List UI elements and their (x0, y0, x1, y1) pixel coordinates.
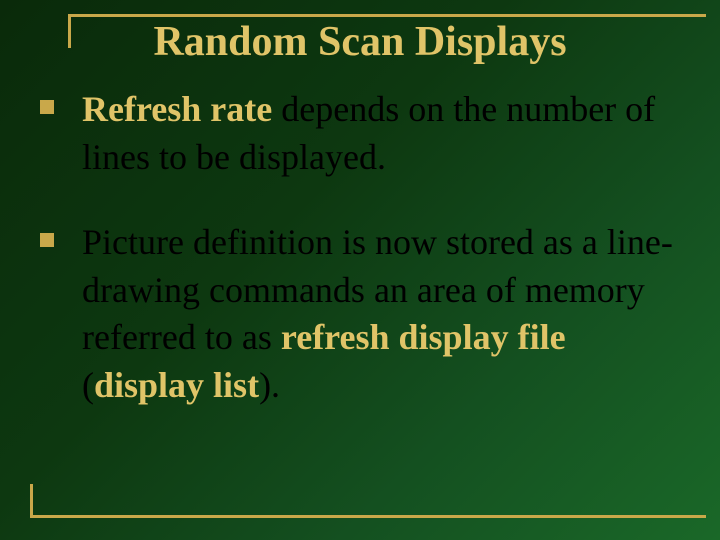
body-text: ). (259, 365, 280, 405)
highlight-text: display list (94, 365, 259, 405)
slide-body: Refresh rate depends on the number of li… (40, 86, 680, 447)
bullet-item: Picture definition is now stored as a li… (40, 219, 680, 409)
bullet-text: Refresh rate depends on the number of li… (82, 86, 680, 181)
slide: Random Scan Displays Refresh rate depend… (0, 0, 720, 540)
bullet-marker-icon (40, 100, 54, 114)
slide-title: Random Scan Displays (0, 18, 720, 66)
bullet-marker-icon (40, 233, 54, 247)
bullet-item: Refresh rate depends on the number of li… (40, 86, 680, 181)
frame-bottom-line (30, 515, 706, 518)
highlight-text: refresh display file (281, 317, 566, 357)
frame-bottom-left-notch (30, 484, 33, 518)
highlight-text: Refresh rate (82, 89, 272, 129)
body-text: ( (82, 365, 94, 405)
frame-top-line (68, 14, 706, 17)
bullet-text: Picture definition is now stored as a li… (82, 219, 680, 409)
